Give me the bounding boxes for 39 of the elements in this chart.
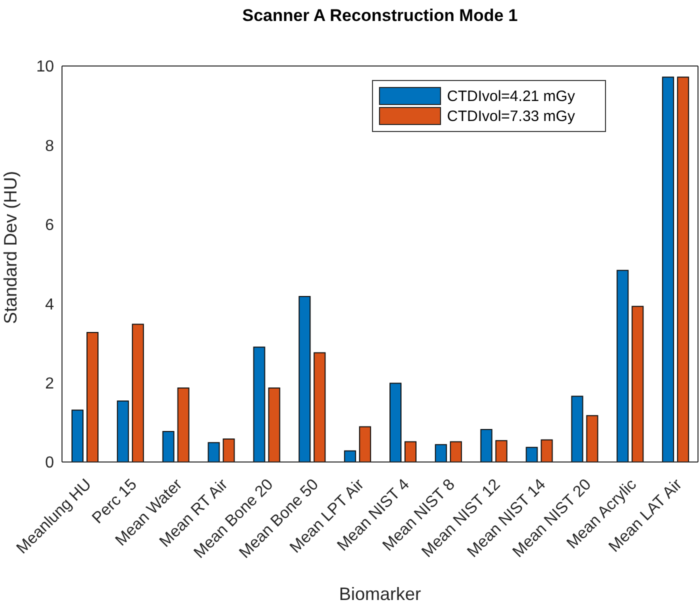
bar: [208, 442, 220, 462]
bar: [268, 387, 280, 462]
bar: [344, 450, 356, 462]
bar: [677, 76, 690, 462]
bar: [495, 440, 508, 462]
y-tick-label: 4: [45, 296, 54, 314]
y-tick-label: 6: [45, 217, 54, 234]
bar: [71, 410, 84, 462]
bar: [586, 415, 598, 462]
bar: [314, 352, 326, 462]
y-tick-label: 10: [36, 58, 54, 76]
bar: [434, 444, 447, 462]
bar: [222, 438, 235, 462]
y-tick-label: 8: [45, 138, 54, 155]
bar: [662, 76, 674, 462]
legend-label: CTDIvol=7.33 mGy: [446, 107, 576, 125]
bar: [298, 296, 311, 462]
bar: [632, 306, 644, 462]
bar: [571, 396, 584, 462]
bar: [616, 270, 629, 462]
bar: [359, 426, 372, 462]
bar: [450, 441, 462, 462]
bar: [86, 332, 98, 462]
bar: [116, 400, 129, 462]
bar: [177, 387, 190, 462]
bar: [389, 382, 402, 462]
y-axis-title: Standard Dev (HU): [0, 170, 20, 324]
legend-label: CTDIvol=4.21 mGy: [446, 87, 576, 105]
bar: [526, 446, 538, 462]
y-tick-label: 0: [45, 454, 54, 472]
chart-title: Scanner A Reconstruction Mode 1: [241, 6, 519, 26]
bar: [404, 441, 416, 462]
bar: [480, 429, 492, 462]
bar: [540, 439, 553, 462]
y-tick-label: 2: [45, 375, 54, 392]
bar: [253, 346, 266, 462]
x-axis-title: Biomarker: [338, 584, 422, 605]
bar: [162, 431, 174, 462]
bar: [132, 324, 144, 462]
